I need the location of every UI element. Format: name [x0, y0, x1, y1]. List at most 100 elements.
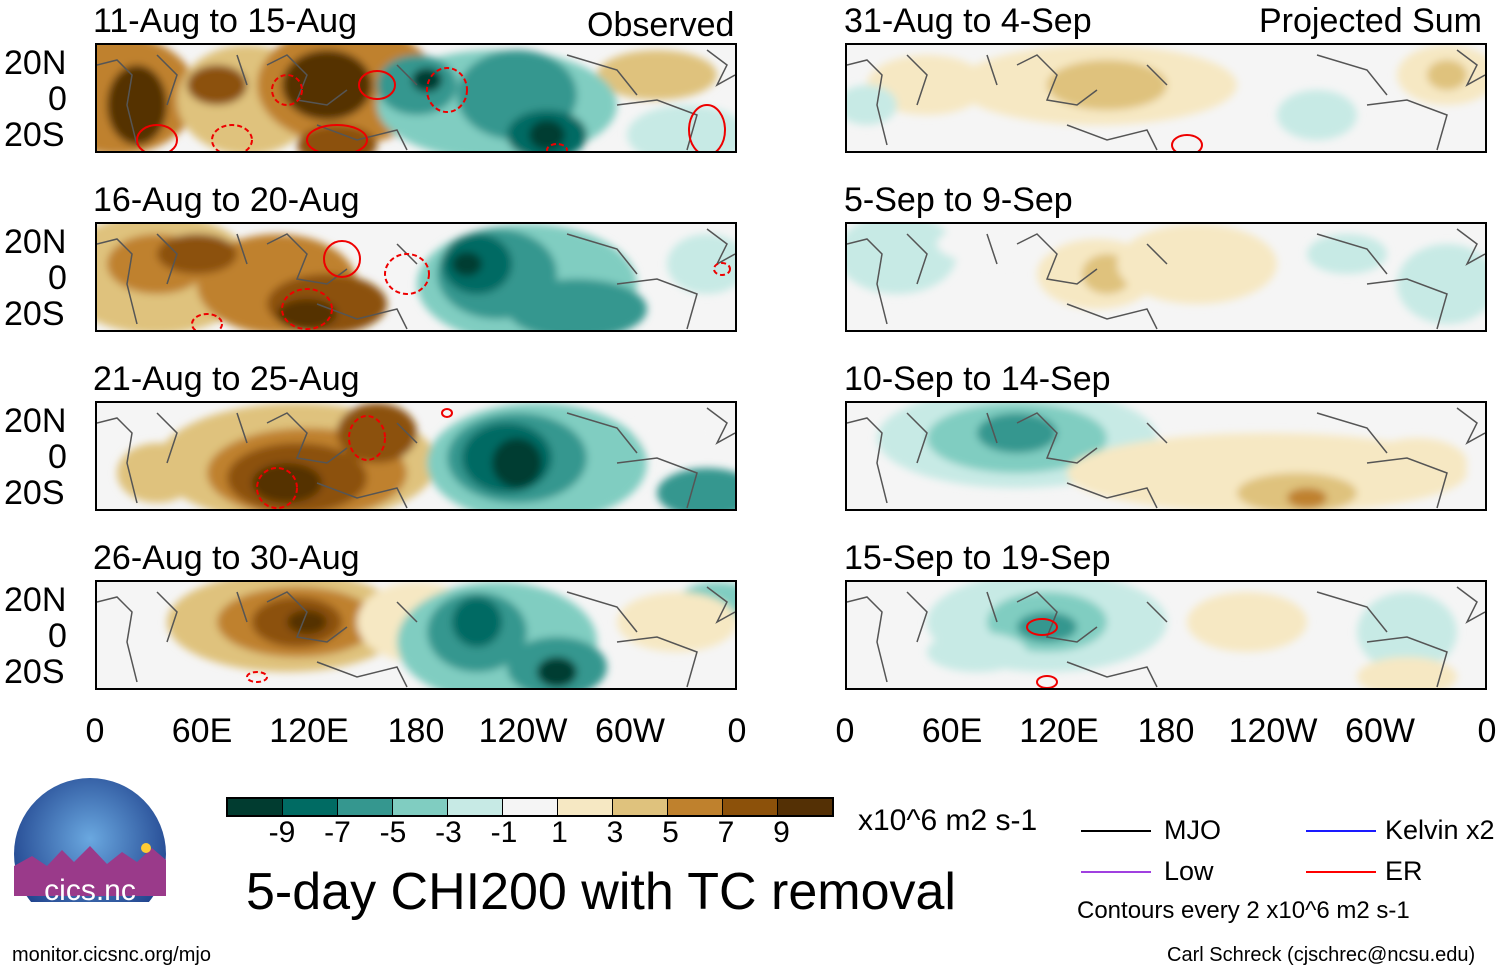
legend-label: Kelvin x2: [1385, 815, 1495, 845]
cicsnc-logo: cics.nc: [12, 776, 168, 930]
colorbar-tick-label: -5: [379, 816, 407, 849]
colorbar-tick-label: 3: [606, 816, 624, 849]
colorbar-units: x10^6 m2 s-1: [858, 804, 1038, 837]
field-anomaly-region: [867, 55, 987, 115]
field-anomaly-region: [282, 50, 372, 120]
legend-line-mjo: [1081, 830, 1151, 832]
field-anomaly-region: [847, 85, 897, 125]
coastline: [97, 407, 735, 509]
field-anomaly-region: [627, 105, 735, 151]
legend-line-er: [1306, 871, 1376, 873]
lon-label: 0: [1477, 712, 1497, 750]
colorbar: [226, 797, 834, 817]
colorbar-swatch: [283, 799, 338, 815]
projected-label: Projected Sum: [1259, 2, 1482, 40]
lat-label: 0: [48, 80, 67, 118]
footer-url[interactable]: monitor.cicsnc.org/mjo: [12, 944, 211, 966]
coastline: [847, 586, 1485, 688]
er-contour: [136, 124, 178, 151]
main-title: 5-day CHI200 with TC removal: [246, 863, 956, 921]
colorbar-swatch: [613, 799, 668, 815]
field-anomaly-region: [537, 657, 577, 687]
map-panel-observed-3: [95, 401, 737, 511]
panel-title: 26-Aug to 30-Aug: [93, 539, 360, 577]
colorbar-swatch: [503, 799, 558, 815]
field-anomaly-region: [1287, 488, 1327, 508]
colorbar-swatch: [558, 799, 613, 815]
colorbar-swatch: [448, 799, 503, 815]
lat-label: 0: [48, 617, 67, 655]
field-anomaly-region: [847, 224, 957, 294]
lon-label: 0: [727, 712, 747, 750]
map-panel-projected-1: [845, 43, 1487, 153]
field-anomaly-region: [617, 592, 735, 652]
colorbar-tick-label: -1: [490, 816, 518, 849]
field-anomaly-region: [637, 413, 717, 453]
colorbar-tick-label: -3: [435, 816, 462, 849]
lon-label: 0: [835, 712, 855, 750]
field-anomaly-region: [667, 234, 735, 294]
colorbar-tick-label: -7: [324, 816, 351, 849]
map-panel-projected-4: [845, 580, 1487, 690]
er-contour: [191, 313, 223, 330]
er-contour: [211, 124, 253, 151]
field-anomaly-region: [1357, 592, 1457, 672]
lon-label: 60W: [595, 712, 665, 750]
panel-title: 31-Aug to 4-Sep: [844, 2, 1092, 40]
lon-label: 120W: [1228, 712, 1318, 750]
field-anomaly-region: [492, 438, 542, 488]
lon-label: 120E: [1019, 712, 1099, 750]
er-contour: [384, 253, 430, 295]
lon-label: 180: [1137, 712, 1195, 750]
er-contour: [348, 415, 386, 461]
panel-title: 11-Aug to 15-Aug: [93, 2, 357, 40]
panel-title: 10-Sep to 14-Sep: [844, 360, 1111, 398]
lat-label: 0: [48, 438, 67, 476]
lon-label: 180: [387, 712, 445, 750]
map-panel-observed-2: [95, 222, 737, 332]
field-anomaly-region: [1067, 433, 1467, 509]
colorbar-swatch: [778, 799, 832, 815]
panel-title: 5-Sep to 9-Sep: [844, 181, 1073, 219]
er-contour: [246, 671, 268, 683]
field-anomaly-region: [157, 234, 237, 274]
lat-label: 20S: [4, 474, 65, 512]
er-contour: [281, 288, 333, 330]
er-contour: [271, 74, 303, 106]
map-panel-projected-3: [845, 401, 1487, 511]
lon-label: 60E: [171, 712, 233, 750]
field-anomaly-region: [1397, 244, 1485, 324]
observed-label: Observed: [587, 6, 735, 44]
colorbar-swatch: [228, 799, 283, 815]
field-anomaly-region: [507, 279, 647, 330]
legend-label: MJO: [1164, 815, 1221, 845]
er-contour: [688, 104, 726, 151]
lat-label: 20N: [4, 44, 67, 82]
field-anomaly-region: [117, 443, 197, 503]
colorbar-tick-label: 5: [662, 816, 679, 849]
field-anomaly-region: [287, 610, 327, 634]
field-anomaly-region: [1307, 234, 1387, 274]
coastline: [847, 228, 1485, 330]
field-anomaly-region: [1277, 90, 1357, 140]
field-anomaly-region: [657, 468, 735, 509]
colorbar-tick-label: 9: [773, 816, 790, 849]
field-anomaly-region: [277, 299, 337, 329]
field-anomaly-region: [1357, 657, 1457, 688]
field-anomaly-region: [187, 65, 247, 105]
legend-label: ER: [1385, 856, 1423, 886]
lat-label: 20N: [4, 402, 67, 440]
colorbar-tick-label: 1: [551, 816, 568, 849]
colorbar-swatch: [393, 799, 448, 815]
lat-label: 20N: [4, 223, 67, 261]
er-contour: [306, 124, 368, 151]
field-anomaly-region: [937, 224, 1057, 264]
er-contour: [426, 67, 468, 113]
panel-title: 15-Sep to 19-Sep: [844, 539, 1111, 577]
field-anomaly-region: [927, 632, 1027, 672]
logo-text: cics.nc: [44, 874, 136, 902]
field-anomaly-region: [452, 252, 482, 276]
legend-line-low: [1081, 871, 1151, 873]
er-contour: [546, 143, 568, 151]
colorbar-tick-label: -9: [268, 816, 296, 849]
